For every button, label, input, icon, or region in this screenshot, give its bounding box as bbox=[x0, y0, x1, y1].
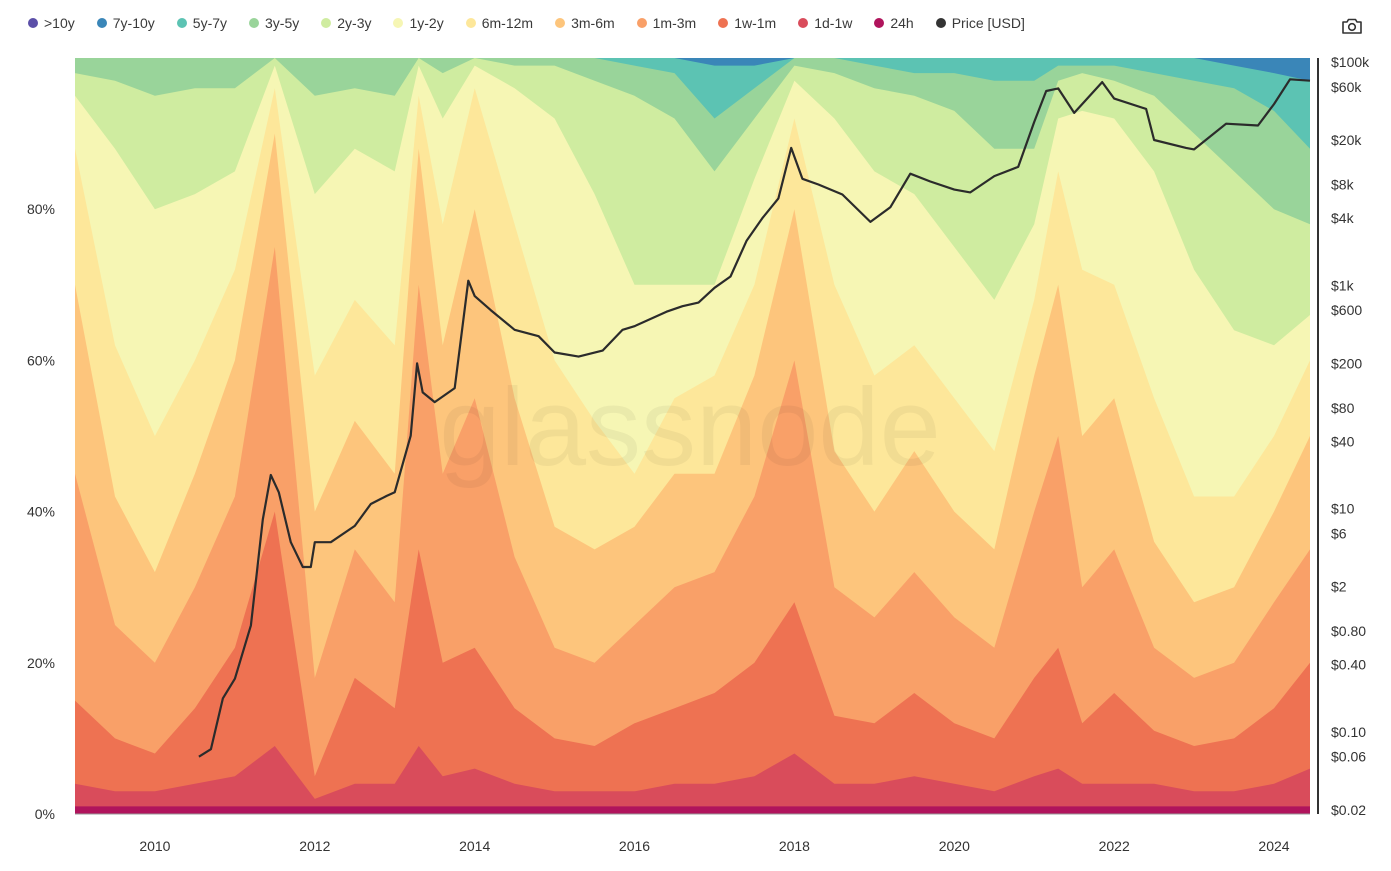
y-right-tick-label: $1k bbox=[1331, 277, 1355, 293]
legend-label: 3y-5y bbox=[265, 15, 300, 31]
band-1w-1m bbox=[75, 511, 1310, 814]
band-1m-3m bbox=[75, 247, 1310, 814]
y-left-tick-label: 60% bbox=[27, 352, 55, 368]
legend-dot bbox=[96, 18, 107, 28]
y-right-tick-label: $20k bbox=[1331, 132, 1362, 148]
y-right-tick-label: $6 bbox=[1331, 525, 1347, 541]
watermark: glassnode bbox=[439, 366, 941, 489]
x-tick-label: 2020 bbox=[939, 838, 970, 854]
legend-dot bbox=[718, 18, 729, 28]
legend-item-12[interactable]: 24h bbox=[874, 15, 914, 31]
legend-label: 3m-6m bbox=[571, 15, 615, 31]
right-y-axis: $100k $60k $20k $8k $4k $1k $600 $200 $80 $40 $10 $… bbox=[1331, 54, 1370, 818]
legend-item-8[interactable]: 3m-6m bbox=[555, 15, 615, 31]
legend-label: 1d-1w bbox=[814, 15, 853, 31]
y-right-tick-label: $60k bbox=[1331, 79, 1362, 95]
band-1d-1w bbox=[75, 746, 1310, 814]
stacked-bands bbox=[75, 58, 1310, 815]
legend-label: 24h bbox=[890, 15, 914, 31]
legend-label: 7y-10y bbox=[112, 15, 155, 31]
legend-label: Price [USD] bbox=[951, 15, 1025, 31]
x-tick-label: 2018 bbox=[779, 838, 810, 854]
x-tick-label: 2012 bbox=[299, 838, 330, 854]
camera-body bbox=[1342, 18, 1362, 34]
legend-item-13[interactable]: Price [USD] bbox=[935, 15, 1025, 31]
legend-item-5[interactable]: 2y-3y bbox=[321, 15, 371, 31]
y-right-tick-label: $4k bbox=[1331, 210, 1355, 226]
camera-icon[interactable] bbox=[1340, 14, 1364, 38]
legend-item-6[interactable]: 1y-2y bbox=[393, 15, 444, 31]
legend-label: 2y-3y bbox=[337, 15, 372, 31]
legend-label: >10y bbox=[44, 15, 75, 31]
legend-label: 1w-1m bbox=[734, 15, 777, 31]
legend-item-11[interactable]: 1d-1w bbox=[798, 15, 852, 31]
legend-dot bbox=[465, 18, 476, 28]
x-tick-label: 2022 bbox=[1099, 838, 1130, 854]
x-axis: 2010 2012 2014 2016 2018 2020 2022 2024 bbox=[139, 838, 1289, 854]
y-left-tick-label: 0% bbox=[35, 806, 55, 822]
band-24h bbox=[75, 806, 1310, 814]
legend-dot bbox=[28, 18, 38, 28]
price-line-group bbox=[198, 78, 1311, 758]
y-right-tick-label: $0.02 bbox=[1331, 802, 1366, 818]
y-right-tick-label: $0.10 bbox=[1331, 724, 1366, 740]
legend-item-9[interactable]: 1m-3m bbox=[636, 15, 697, 31]
legend-dot bbox=[249, 18, 260, 28]
legend-dot bbox=[636, 18, 647, 28]
legend-item-2[interactable]: 7y-10y bbox=[96, 15, 155, 31]
legend-dot bbox=[393, 18, 404, 28]
legend-item-7[interactable]: 6m-12m bbox=[465, 15, 534, 31]
legend-dot bbox=[555, 18, 566, 28]
x-tick-label: 2024 bbox=[1258, 838, 1289, 854]
y-right-tick-label: $0.80 bbox=[1331, 623, 1366, 639]
y-right-tick-label: $8k bbox=[1331, 177, 1355, 193]
x-tick-label: 2010 bbox=[139, 838, 170, 854]
y-right-tick-label: $10 bbox=[1331, 501, 1355, 517]
legend-label: 6m-12m bbox=[481, 15, 534, 31]
y-right-tick-label: $0.40 bbox=[1331, 657, 1366, 673]
camera-lens bbox=[1347, 22, 1357, 32]
y-left-tick-label: 20% bbox=[27, 655, 55, 671]
y-left-tick-label: 40% bbox=[27, 504, 55, 520]
legend-label: 1m-3m bbox=[652, 15, 697, 31]
price-line bbox=[198, 78, 1311, 758]
y-right-tick-label: $600 bbox=[1331, 302, 1362, 318]
legend-dot bbox=[935, 18, 946, 28]
y-right-tick-label: $80 bbox=[1331, 400, 1355, 416]
legend-dot bbox=[874, 18, 885, 28]
x-tick-label: 2014 bbox=[459, 838, 490, 854]
y-right-tick-label: $0.06 bbox=[1331, 749, 1366, 765]
legend-item-4[interactable]: 3y-5y bbox=[249, 15, 299, 31]
y-right-tick-label: $40 bbox=[1331, 433, 1355, 449]
legend-dot bbox=[321, 18, 332, 28]
legend-item-3[interactable]: 5y-7y bbox=[176, 15, 228, 31]
legend-dot bbox=[176, 18, 187, 28]
legend-item-1[interactable]: >10y bbox=[28, 15, 75, 31]
y-right-tick-label: $2 bbox=[1331, 579, 1347, 595]
left-y-axis: 0% 20% 40% 60% 80% bbox=[27, 201, 55, 822]
y-right-tick-label: $200 bbox=[1331, 355, 1362, 371]
y-left-tick-label: 80% bbox=[27, 201, 55, 217]
chart-legend: >10y 7y-10y 5y-7y 3y-5y 2y-3y 1y-2y 6m-12m 3m-6… bbox=[28, 13, 1047, 33]
legend-dot bbox=[798, 18, 809, 28]
legend-label: 5y-7y bbox=[192, 15, 228, 31]
y-right-tick-label: $100k bbox=[1331, 54, 1370, 70]
legend-label: 1y-2y bbox=[409, 15, 444, 31]
x-tick-label: 2016 bbox=[619, 838, 650, 854]
legend-item-10[interactable]: 1w-1m bbox=[718, 15, 776, 31]
